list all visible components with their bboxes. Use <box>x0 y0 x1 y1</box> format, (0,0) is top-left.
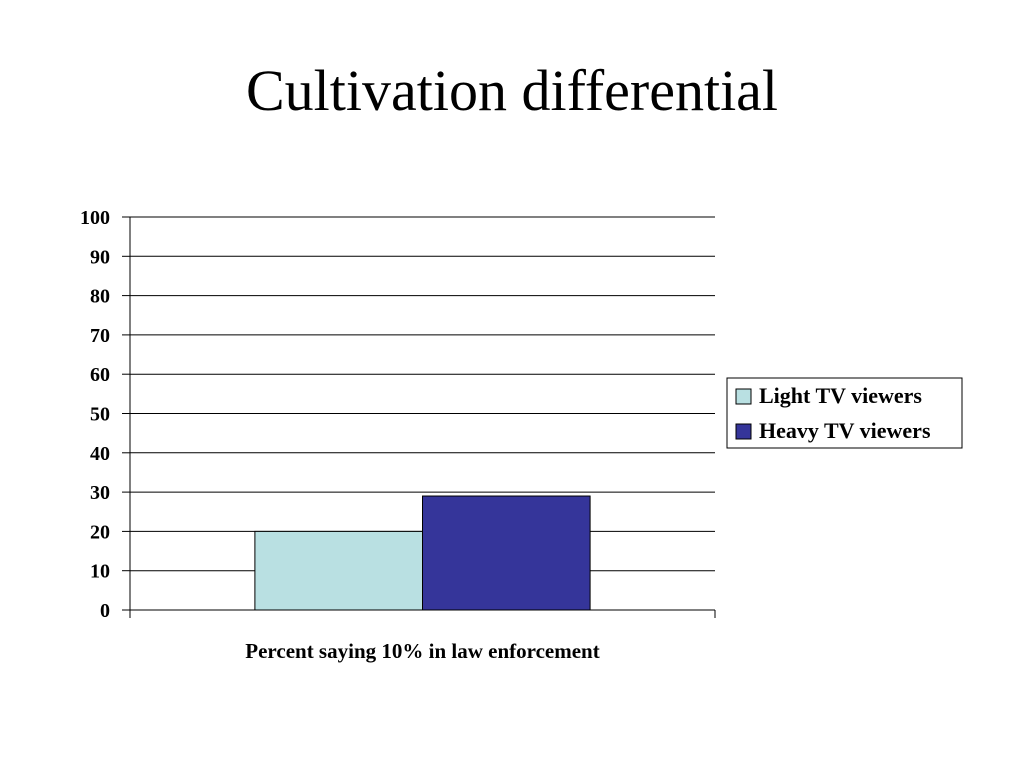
y-tick-label: 80 <box>90 286 110 308</box>
y-tick-label: 40 <box>90 443 110 465</box>
bar-heavy-tv-viewers <box>422 495 591 611</box>
y-tick-label: 70 <box>90 325 110 347</box>
x-category-label: Percent saying 10% in law enforcement <box>245 639 599 663</box>
legend-label: Heavy TV viewers <box>759 418 931 443</box>
y-tick-label: 60 <box>90 364 110 386</box>
y-tick-label: 50 <box>90 404 110 426</box>
legend: Light TV viewers Heavy TV viewers <box>726 377 963 449</box>
legend-swatch <box>735 423 752 440</box>
y-axis-tick-labels: 0 10 20 30 40 50 60 70 80 90 100 <box>80 207 110 622</box>
axes <box>122 216 716 618</box>
slide-title: Cultivation differential <box>245 58 779 123</box>
x-axis-category-labels: Percent saying 10% in law enforcement <box>245 639 599 663</box>
legend-box <box>726 377 963 449</box>
bars <box>254 495 591 611</box>
y-tick-label: 30 <box>90 482 110 504</box>
bar-light-tv-viewers <box>254 530 423 611</box>
legend-swatch <box>735 388 752 405</box>
y-tick-label: 0 <box>100 600 110 622</box>
y-tick-label: 20 <box>90 521 110 543</box>
y-tick-label: 90 <box>90 246 110 268</box>
y-tick-label: 10 <box>90 561 110 583</box>
legend-label: Light TV viewers <box>759 383 922 408</box>
y-tick-label: 100 <box>80 207 110 229</box>
